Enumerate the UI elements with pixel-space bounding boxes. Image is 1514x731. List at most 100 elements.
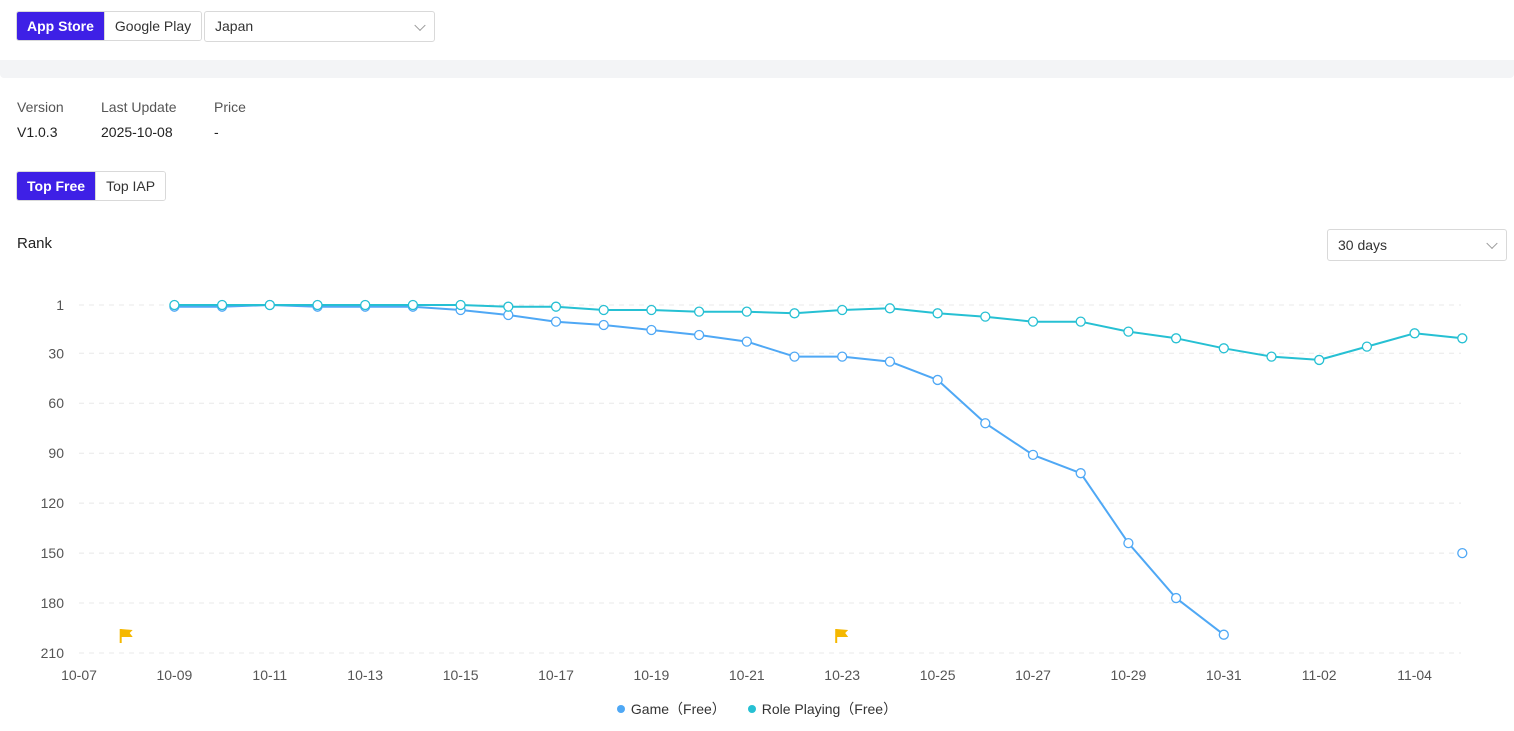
data-point-role-playing[interactable] [1361,341,1373,352]
price-label: Price [214,99,246,115]
chart-title: Rank [17,235,53,252]
data-point-game[interactable] [1218,629,1229,640]
data-point-role-playing[interactable] [1170,333,1182,344]
version-block: Version V1.0.3 [17,99,64,140]
data-point-role-playing[interactable] [1314,354,1325,366]
data-point-game[interactable] [884,356,896,367]
grid-lines [79,304,1461,654]
data-point-role-playing[interactable] [503,301,514,312]
x-tick-label: 10-11 [252,667,287,683]
data-point-role-playing[interactable] [1409,328,1420,339]
data-point-game[interactable] [550,316,562,327]
top-iap-tab[interactable]: Top IAP [95,172,166,200]
series-lines [174,305,1462,635]
legend-item-game[interactable]: Game（Free） [616,699,726,719]
series-points [169,299,1468,640]
data-point-game[interactable] [1123,537,1134,549]
y-tick-label: 30 [48,345,64,361]
y-tick-label: 150 [41,545,65,561]
legend-label-role-playing: Role Playing（Free） [761,701,898,717]
last-update-value: 2025-10-08 [101,124,173,140]
data-point-game[interactable] [789,351,800,362]
series-line-role-playing [174,304,1463,361]
x-tick-label: 10-07 [61,667,97,683]
x-tick-label: 10-27 [1015,667,1051,683]
range-select[interactable]: 30 days [1327,229,1507,261]
flag-cloth [120,629,133,637]
y-tick-label: 90 [48,445,64,461]
flag-markers [119,629,849,643]
top-free-tab[interactable]: Top Free [17,172,96,200]
rank-chart: 1 30 60 90 120 150 180 210 10-07 10-09 10-11 10-13… [41,297,1468,683]
data-point-role-playing[interactable] [646,304,657,316]
data-point-game[interactable] [1027,449,1039,461]
data-point-role-playing[interactable] [360,299,371,311]
data-point-role-playing[interactable] [980,311,991,322]
data-point-game[interactable] [503,309,514,321]
data-point-role-playing[interactable] [932,308,943,319]
last-update-label: Last Update [101,99,177,115]
x-tick-label: 10-17 [538,667,574,683]
data-point-role-playing[interactable] [455,299,466,311]
data-point-role-playing[interactable] [1123,326,1134,337]
x-tick-label: 11-02 [1302,667,1337,683]
flag-icon[interactable] [835,629,849,643]
data-point-game[interactable] [1170,592,1182,604]
data-point-game[interactable] [932,374,943,386]
data-point-role-playing[interactable] [169,299,180,311]
data-point-game[interactable] [646,324,657,336]
flag-icon[interactable] [119,629,133,643]
y-tick-label: 210 [41,645,65,661]
data-point-role-playing[interactable] [1457,333,1468,344]
chart-legend: Game（Free） Role Playing（Free） [0,699,1514,719]
data-point-role-playing[interactable] [884,303,896,314]
data-point-role-playing[interactable] [216,299,228,311]
legend-dot-role-playing [747,705,756,713]
last-update-block: Last Update 2025-10-08 [101,99,177,140]
country-select[interactable]: Japan [204,11,435,42]
x-tick-label: 10-31 [1206,667,1242,683]
data-point-role-playing[interactable] [789,308,800,319]
x-tick-label: 10-25 [920,667,956,683]
data-point-role-playing[interactable] [598,304,609,316]
section-divider [0,60,1514,78]
data-point-game[interactable] [598,319,609,331]
x-tick-label: 10-13 [347,667,383,683]
legend-item-role-playing[interactable]: Role Playing（Free） [747,699,898,719]
data-point-game[interactable] [1075,468,1086,479]
flag-cloth [836,629,849,637]
data-point-role-playing[interactable] [693,306,705,317]
y-tick-label: 1 [56,297,64,313]
data-point-game[interactable] [741,336,752,347]
data-point-role-playing[interactable] [1218,343,1229,354]
y-axis: 1 30 60 90 120 150 180 210 [41,297,65,661]
google-play-tab[interactable]: Google Play [103,12,202,40]
version-value: V1.0.3 [17,124,58,140]
data-point-role-playing[interactable] [550,301,562,312]
rank-type-toggle: Top Free Top IAP [16,171,167,201]
legend-dot-game [616,705,625,713]
legend-label-game: Game（Free） [630,701,726,717]
data-point-role-playing[interactable] [741,306,752,317]
x-tick-label: 11-04 [1397,667,1432,683]
app-store-tab[interactable]: App Store [17,12,104,40]
data-point-game[interactable] [980,418,991,429]
data-point-role-playing[interactable] [1075,316,1086,327]
y-tick-label: 60 [48,395,64,411]
data-point-role-playing[interactable] [837,304,848,316]
data-point-role-playing[interactable] [264,299,275,311]
x-tick-label: 10-29 [1110,667,1146,683]
data-point-role-playing[interactable] [1027,316,1039,327]
x-tick-label: 10-09 [156,667,192,683]
data-point-role-playing[interactable] [1266,351,1277,362]
data-point-game[interactable] [837,351,848,362]
y-tick-label: 180 [41,595,65,611]
data-point-game[interactable] [693,329,705,341]
data-point-role-playing[interactable] [312,299,323,311]
version-label: Version [17,99,64,115]
data-point-game[interactable] [1457,547,1468,559]
price-block: Price - [214,99,246,140]
data-point-role-playing[interactable] [407,299,419,311]
x-axis: 10-07 10-09 10-11 10-13 10-15 10-17 10-19 10-21… [61,667,1432,683]
country-select-value: Japan [215,18,254,34]
